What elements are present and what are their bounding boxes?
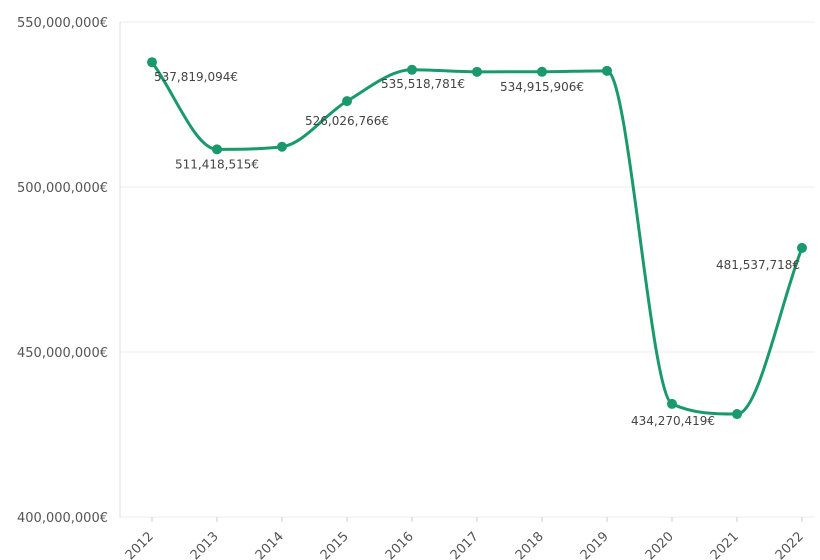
y-tick-label: 450,000,000€ — [17, 346, 108, 361]
data-label: 511,418,515€ — [175, 157, 259, 171]
y-axis-ticks: 400,000,000€ 450,000,000€ 500,000,000€ 550,… — [17, 16, 108, 526]
data-point — [147, 57, 157, 68]
data-point — [342, 96, 352, 107]
x-tick-label: 2014 — [253, 529, 287, 560]
x-tick-label: 2022 — [773, 529, 807, 560]
data-label: 537,819,094€ — [154, 70, 238, 84]
x-tick-label: 2016 — [383, 529, 417, 560]
data-labels: 537,819,094€ 511,418,515€ 526,026,766€ 535,… — [154, 70, 800, 428]
x-axis-ticks: 2012 2013 2014 2015 2016 2017 2018 2019 2020 2021… — [123, 517, 807, 560]
series-line — [150, 61, 804, 416]
x-tick-label: 2021 — [708, 529, 742, 560]
y-tick-label: 500,000,000€ — [17, 181, 108, 196]
data-label: 481,537,718€ — [716, 258, 800, 272]
x-tick-label: 2015 — [318, 529, 352, 560]
data-point — [277, 141, 287, 152]
x-tick-label: 2012 — [123, 529, 157, 560]
series-points — [147, 57, 807, 420]
gridlines — [120, 21, 815, 518]
x-tick-label: 2018 — [513, 529, 547, 560]
data-label: 534,915,906€ — [500, 80, 584, 94]
x-tick-label: 2013 — [188, 529, 222, 560]
data-point — [537, 66, 547, 77]
data-point — [407, 64, 417, 75]
data-label: 526,026,766€ — [305, 114, 389, 128]
data-point — [472, 66, 482, 77]
y-tick-label: 550,000,000€ — [17, 16, 108, 31]
series-line-layer — [150, 61, 804, 416]
data-point — [212, 144, 222, 155]
data-label: 434,270,419€ — [631, 414, 715, 428]
x-tick-label: 2020 — [643, 529, 677, 560]
data-point — [602, 65, 612, 76]
y-tick-label: 400,000,000€ — [17, 511, 108, 526]
x-tick-label: 2017 — [448, 529, 482, 560]
data-point — [667, 398, 677, 409]
data-point — [732, 409, 742, 420]
data-label: 535,518,781€ — [381, 77, 465, 91]
x-tick-label: 2019 — [578, 529, 612, 560]
data-point — [797, 242, 807, 253]
